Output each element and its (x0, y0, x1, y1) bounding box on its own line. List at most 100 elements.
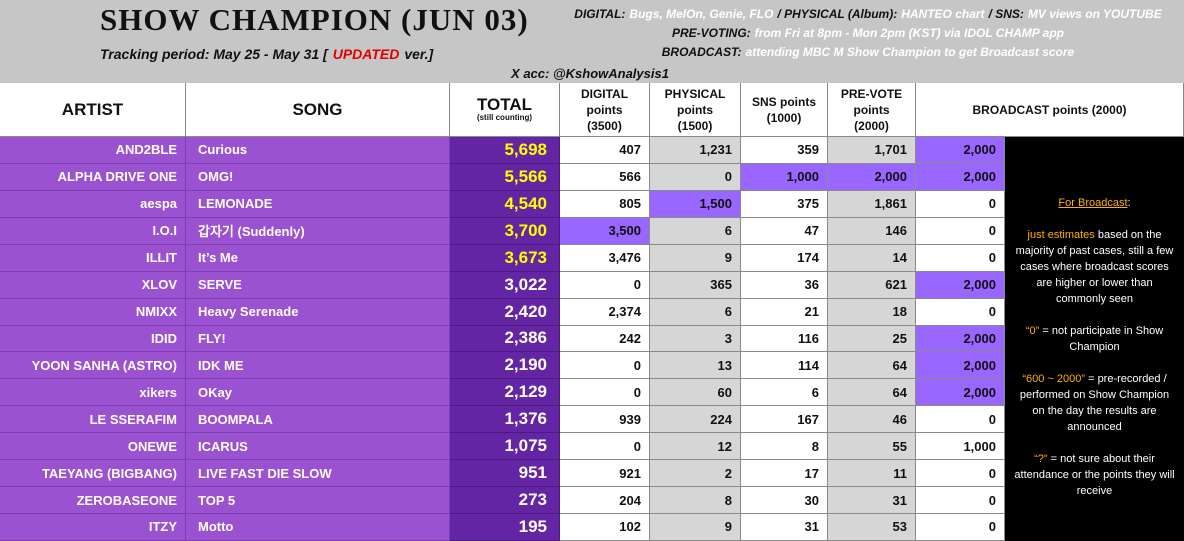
info-text: Bugs, MelOn, Genie, FLO (629, 7, 774, 21)
tracking-text: UPDATED (332, 46, 400, 62)
info-lines: DIGITAL: Bugs, MelOn, Genie, FLO / PHYSICA… (560, 5, 1180, 62)
table-cell: 2,000 (828, 163, 916, 191)
header-text: SONG (292, 99, 343, 119)
note-text: “0” (1025, 325, 1040, 337)
table-cell: 921 (560, 460, 650, 488)
table-cell: 6 (650, 217, 741, 245)
table-cell: IDID (0, 325, 186, 353)
table-cell: 0 (916, 487, 1005, 514)
note-text: : (1127, 197, 1131, 209)
table-cell: 8 (741, 433, 828, 461)
table-cell: 2,000 (916, 379, 1005, 407)
table-cell: 13 (650, 352, 741, 380)
header-text: PHYSICAL (664, 86, 726, 101)
table-cell: Curious (186, 137, 450, 164)
table-cell: OKay (186, 379, 450, 407)
table-cell: AND2BLE (0, 137, 186, 164)
table-cell: 46 (828, 406, 916, 434)
note: “600 ~ 2000” = pre-recorded / performed … (1013, 371, 1176, 435)
table-cell: YOON SANHA (ASTRO) (0, 352, 186, 380)
table-cell: 1,861 (828, 190, 916, 218)
table-cell: 0 (916, 217, 1005, 245)
header-text: points (853, 102, 890, 117)
table-cell: 0 (560, 379, 650, 407)
table-cell: It’s Me (186, 244, 450, 272)
table-cell: 365 (650, 271, 741, 299)
table-cell: 0 (650, 163, 741, 191)
table-cell: 4,540 (450, 190, 560, 218)
table-cell: 939 (560, 406, 650, 434)
table-cell: 2,386 (450, 325, 560, 353)
table-cell: 566 (560, 163, 650, 191)
table-cell: aespa (0, 190, 186, 218)
table-cell: 9 (650, 244, 741, 272)
info-text: MV views on YOUTUBE (1027, 7, 1162, 21)
header-text: points (677, 102, 713, 117)
info-line: DIGITAL: Bugs, MelOn, Genie, FLO / PHYSICA… (560, 5, 1180, 24)
note-text: just estimates (1027, 229, 1095, 241)
header-text: points (586, 102, 623, 117)
column-header: PRE-VOTE points (2000) (828, 83, 916, 137)
table-cell: ZEROBASEONE (0, 487, 186, 514)
info-line: BROADCAST: attending MBC M Show Champion … (560, 43, 1180, 62)
table-cell: 805 (560, 190, 650, 218)
table-cell: 60 (650, 379, 741, 407)
table-cell: 375 (741, 190, 828, 218)
table-cell: 1,075 (450, 433, 560, 461)
table-cell: 3,022 (450, 271, 560, 299)
table-cell: 18 (828, 298, 916, 326)
table-cell: 2 (650, 460, 741, 488)
table-cell: 242 (560, 325, 650, 353)
note: “0” = not participate in Show Champion (1013, 323, 1176, 355)
column-header: BROADCAST points (2000) (916, 83, 1184, 137)
table-cell: 64 (828, 352, 916, 380)
table-cell: 3 (650, 325, 741, 353)
table-cell: 1,701 (828, 137, 916, 164)
table-cell: 224 (650, 406, 741, 434)
table-cell: TAEYANG (BIGBANG) (0, 460, 186, 488)
info-text: / SNS: (988, 7, 1024, 21)
table-cell: NMIXX (0, 298, 186, 326)
info-text: BROADCAST: (661, 45, 742, 59)
table-cell: 17 (741, 460, 828, 488)
header-text: BROADCAST points (2000) (972, 102, 1127, 117)
table-cell: 36 (741, 271, 828, 299)
table-cell: 116 (741, 325, 828, 353)
table-cell: LIVE FAST DIE SLOW (186, 460, 450, 488)
note-text: = not sure about their attendance or the… (1014, 453, 1175, 497)
tracking-text: ver.] (404, 46, 434, 62)
table-cell: 621 (828, 271, 916, 299)
note-text: “600 ~ 2000” (1022, 373, 1086, 385)
table-cell: 167 (741, 406, 828, 434)
column-header: PHYSICAL points (1500) (650, 83, 741, 137)
tracking-text: Tracking period: May 25 - May 31 [ (100, 46, 328, 62)
info-text: from Fri at 8pm - Mon 2pm (KST) via IDOL… (754, 26, 1065, 40)
table-cell: 11 (828, 460, 916, 488)
table-cell: ILLIT (0, 244, 186, 272)
table-cell: 8 (650, 487, 741, 514)
table-cell: I.O.I (0, 217, 186, 245)
info-text: PRE-VOTING: (671, 26, 751, 40)
table-cell: 1,500 (650, 190, 741, 218)
column-header: DIGITAL points (3500) (560, 83, 650, 137)
table-cell: LE SSERAFIM (0, 406, 186, 434)
header-text: (1000) (766, 110, 802, 125)
header-text: DIGITAL (580, 86, 629, 101)
notes-panel: For Broadcast: just estimates based on th… (1005, 137, 1184, 541)
tracking-period: Tracking period: May 25 - May 31 [UPDATE… (100, 46, 438, 62)
table-cell: 3,700 (450, 217, 560, 245)
column-header: SONG (186, 83, 450, 137)
note: “?” = not sure about their attendance or… (1013, 451, 1176, 499)
table-cell: 114 (741, 352, 828, 380)
table-cell: 2,190 (450, 352, 560, 380)
table-cell: ICARUS (186, 433, 450, 461)
table-cell: 1,000 (916, 433, 1005, 461)
table-cell: 53 (828, 514, 916, 541)
table-cell: 146 (828, 217, 916, 245)
info-line: PRE-VOTING: from Fri at 8pm - Mon 2pm (KS… (560, 24, 1180, 43)
table-cell: ONEWE (0, 433, 186, 461)
note-text: based on the majority of past cases, sti… (1015, 229, 1174, 305)
table-cell: 64 (828, 379, 916, 407)
table-cell: 0 (916, 514, 1005, 541)
